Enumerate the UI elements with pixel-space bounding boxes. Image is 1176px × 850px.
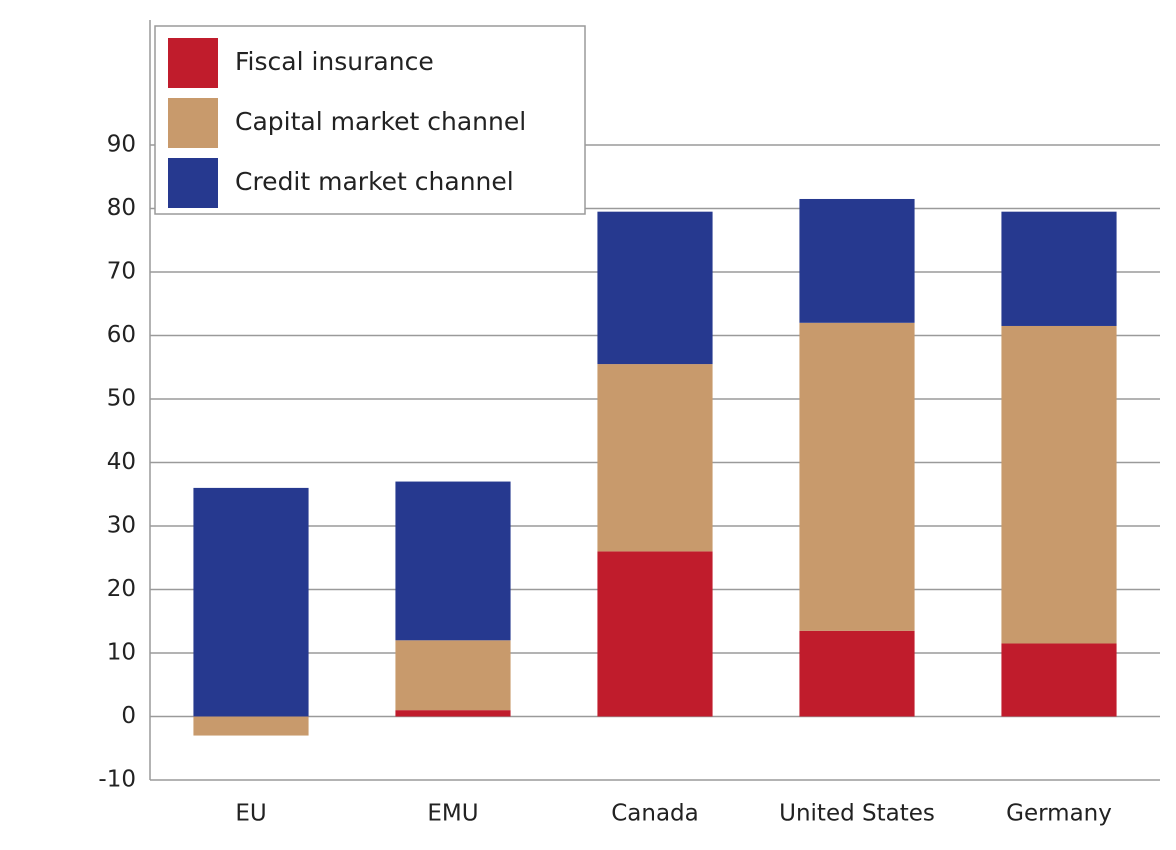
legend-label: Fiscal insurance xyxy=(235,47,434,76)
legend-swatch xyxy=(168,38,218,88)
bar-segment xyxy=(395,710,511,717)
x-tick-label: United States xyxy=(779,801,935,827)
bar-segment xyxy=(799,322,915,631)
bar-segment xyxy=(395,640,511,711)
y-tick-label: 60 xyxy=(107,322,136,348)
y-tick-label: 20 xyxy=(107,576,136,602)
bar-segment xyxy=(597,211,713,365)
y-tick-label: 10 xyxy=(107,640,136,666)
y-tick-label: 50 xyxy=(107,386,136,412)
bar-segment xyxy=(597,364,713,552)
bar-segment xyxy=(597,551,713,717)
legend-box xyxy=(154,25,586,215)
y-tick-label: 90 xyxy=(107,132,136,158)
bar-segment xyxy=(1001,643,1117,717)
y-tick-label: 70 xyxy=(107,259,136,285)
bar-segment xyxy=(799,198,915,323)
bar-segment xyxy=(193,487,309,717)
y-tick-label: 0 xyxy=(121,703,136,729)
x-tick-label: Germany xyxy=(1006,801,1112,827)
bar-segment xyxy=(395,481,511,641)
x-tick-label: EMU xyxy=(427,801,478,827)
x-tick-label: Canada xyxy=(611,801,699,827)
legend-swatch xyxy=(168,98,218,148)
y-tick-label: 80 xyxy=(107,195,136,221)
y-tick-label: 40 xyxy=(107,449,136,475)
bar-segment xyxy=(193,716,309,736)
y-tick-label: -10 xyxy=(98,767,136,793)
bar-segment xyxy=(799,630,915,717)
bar-segment xyxy=(1001,211,1117,326)
bar-segment xyxy=(1001,325,1117,644)
legend-label: Capital market channel xyxy=(235,107,526,136)
x-tick-label: EU xyxy=(235,801,266,827)
legend-swatch xyxy=(168,158,218,208)
y-tick-label: 30 xyxy=(107,513,136,539)
legend-label: Credit market channel xyxy=(235,167,514,196)
